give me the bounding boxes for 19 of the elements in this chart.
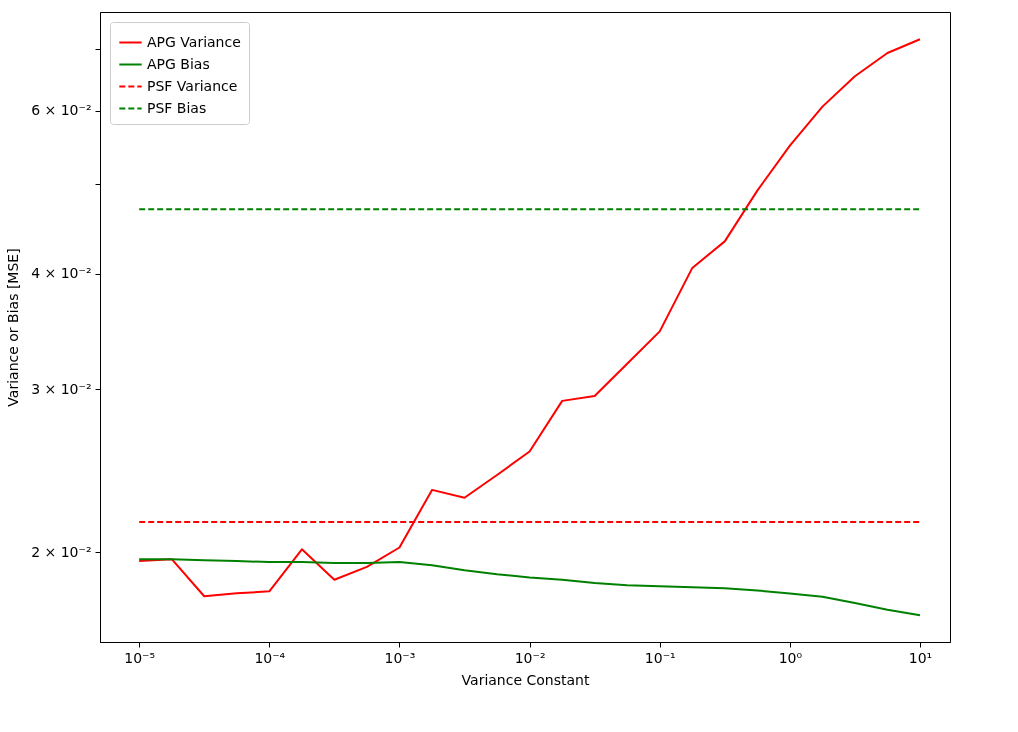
x-tick-label: 10⁻¹ (644, 649, 676, 666)
y-axis-title: Variance or Bias [MSE] (5, 248, 22, 407)
x-axis-title: Variance Constant (461, 671, 590, 688)
x-tick-label: 10⁰ (778, 649, 803, 666)
line-series (138, 38, 922, 598)
legend-label: PSF Variance (147, 77, 238, 94)
legend-label: APG Variance (147, 33, 241, 50)
x-tick-label: 10¹ (908, 649, 933, 666)
legend-label: PSF Bias (147, 99, 207, 116)
legend-label: APG Bias (147, 55, 210, 72)
y-tick-label: 3 × 10⁻² (31, 380, 92, 397)
y-tick-label: 6 × 10⁻² (31, 102, 92, 119)
x-tick-label: 10⁻⁴ (254, 649, 286, 666)
y-tick-label: 4 × 10⁻² (31, 265, 92, 282)
x-tick-label: 10⁻⁵ (124, 649, 156, 666)
x-tick-label: 10⁻² (514, 649, 546, 666)
x-tick-label: 10⁻³ (384, 649, 416, 666)
y-tick-label: 2 × 10⁻² (31, 543, 92, 560)
line-series (138, 558, 922, 617)
